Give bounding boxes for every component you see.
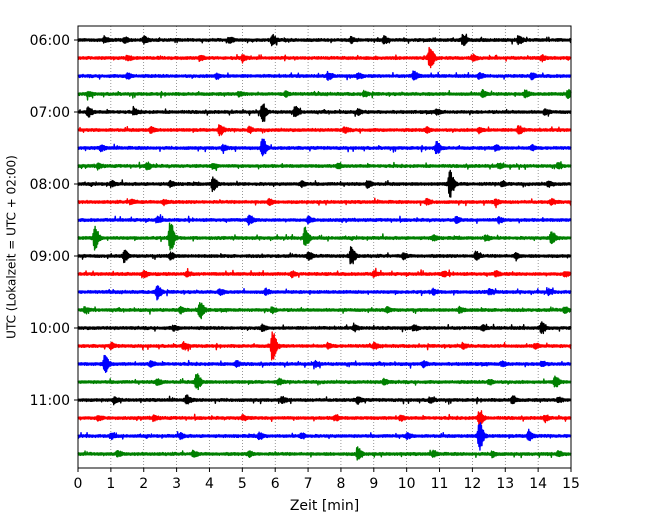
x-axis-ticks: 0 1 2 3 4 5 6 7 8 9 10 11 12 13 14 15 (74, 468, 580, 492)
trace-0830 (77, 214, 572, 226)
y-tick-label: 06:00 (30, 33, 70, 49)
x-tick-label: 13 (496, 476, 514, 492)
y-tick-label: 09:00 (30, 249, 70, 265)
x-tick-label: 3 (172, 476, 181, 492)
trace-0815 (77, 197, 572, 209)
trace-1030 (77, 354, 572, 374)
trace-0745 (77, 161, 572, 172)
y-tick-label: 07:00 (30, 105, 70, 121)
trace-0645 (77, 88, 572, 101)
trace-0630 (77, 70, 572, 82)
x-tick-label: 6 (271, 476, 280, 492)
y-axis-ticks: 06:00 07:00 08:00 09:00 10:00 11:00 (30, 33, 78, 409)
y-axis-title: UTC (Lokalzeit = UTC + 02:00) (5, 155, 19, 339)
trace-0700 (77, 103, 572, 123)
trace-0600 (77, 33, 572, 47)
y-tick-label: 10:00 (30, 321, 70, 337)
plot-frame (77, 25, 572, 469)
x-tick-label: 10 (398, 476, 416, 492)
trace-1145 (77, 446, 572, 461)
trace-0945 (77, 301, 572, 320)
x-tick-label: 11 (431, 476, 449, 492)
trace-1000 (77, 321, 572, 335)
trace-1100 (77, 394, 572, 406)
x-tick-label: 8 (336, 476, 345, 492)
trace-0930 (77, 285, 572, 301)
x-tick-label: 4 (205, 476, 214, 492)
trace-0845 (77, 222, 572, 251)
x-axis-title: Zeit [min] (290, 498, 359, 514)
trace-1015 (77, 331, 572, 361)
trace-0730 (77, 138, 572, 157)
x-tick-label: 1 (106, 476, 115, 492)
trace-0915 (77, 267, 572, 279)
x-tick-label: 2 (139, 476, 148, 492)
trace-lines (77, 33, 572, 461)
y-tick-label: 08:00 (30, 177, 70, 193)
x-tick-label: 14 (529, 476, 547, 492)
trace-0800 (77, 169, 572, 198)
trace-1115 (77, 410, 572, 427)
trace-0615 (77, 46, 572, 69)
x-tick-label: 7 (304, 476, 313, 492)
x-tick-label: 15 (562, 476, 580, 492)
x-tick-label: 12 (463, 476, 481, 492)
x-tick-label: 0 (74, 476, 83, 492)
x-tick-label: 9 (369, 476, 378, 492)
trace-0715 (77, 124, 572, 137)
trace-1045 (77, 373, 572, 391)
trace-0900 (77, 246, 572, 265)
y-tick-label: 11:00 (30, 393, 70, 409)
trace-1130 (77, 422, 572, 451)
x-tick-label: 5 (238, 476, 247, 492)
